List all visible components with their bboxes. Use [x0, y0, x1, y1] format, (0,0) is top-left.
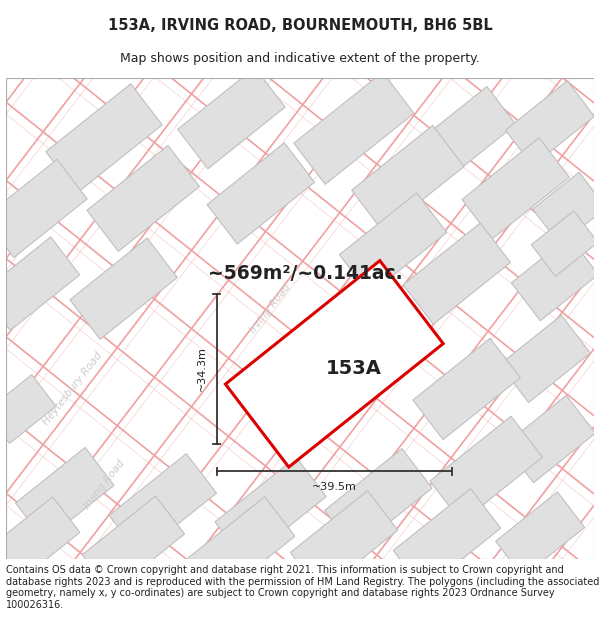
Polygon shape: [533, 172, 600, 245]
Polygon shape: [16, 448, 114, 541]
Text: ~569m²/~0.141ac.: ~569m²/~0.141ac.: [208, 264, 402, 283]
Polygon shape: [500, 315, 590, 402]
Polygon shape: [511, 236, 598, 321]
Text: Irving Road: Irving Road: [248, 282, 293, 335]
Polygon shape: [496, 492, 584, 577]
Polygon shape: [178, 68, 285, 169]
Text: Irving Road: Irving Road: [82, 458, 126, 511]
Polygon shape: [70, 238, 177, 339]
Polygon shape: [0, 159, 87, 258]
Polygon shape: [188, 497, 295, 598]
Polygon shape: [325, 449, 432, 550]
Polygon shape: [352, 126, 464, 231]
Polygon shape: [87, 146, 199, 251]
Polygon shape: [462, 138, 569, 239]
Polygon shape: [46, 84, 162, 192]
Polygon shape: [109, 454, 217, 555]
Polygon shape: [294, 72, 414, 184]
Text: Contains OS data © Crown copyright and database right 2021. This information is : Contains OS data © Crown copyright and d…: [6, 565, 599, 610]
Polygon shape: [340, 193, 447, 294]
Text: Map shows position and indicative extent of the property.: Map shows position and indicative extent…: [120, 52, 480, 65]
Text: Heytesbury Road: Heytesbury Road: [41, 351, 104, 428]
Polygon shape: [0, 237, 80, 331]
Polygon shape: [207, 142, 314, 244]
Polygon shape: [226, 261, 443, 467]
Polygon shape: [505, 81, 595, 166]
Text: 153A, IRVING ROAD, BOURNEMOUTH, BH6 5BL: 153A, IRVING ROAD, BOURNEMOUTH, BH6 5BL: [107, 18, 493, 32]
Polygon shape: [418, 86, 516, 180]
Polygon shape: [82, 496, 185, 592]
Polygon shape: [394, 489, 500, 590]
Polygon shape: [413, 338, 520, 439]
Polygon shape: [430, 416, 542, 522]
Polygon shape: [531, 211, 598, 276]
Polygon shape: [403, 223, 511, 324]
Text: 153A: 153A: [326, 359, 382, 378]
Polygon shape: [290, 491, 398, 592]
Text: ~34.3m: ~34.3m: [197, 346, 207, 391]
Polygon shape: [505, 396, 595, 482]
Polygon shape: [0, 497, 80, 582]
Polygon shape: [215, 457, 326, 561]
Text: ~39.5m: ~39.5m: [312, 482, 357, 492]
Polygon shape: [0, 374, 56, 443]
